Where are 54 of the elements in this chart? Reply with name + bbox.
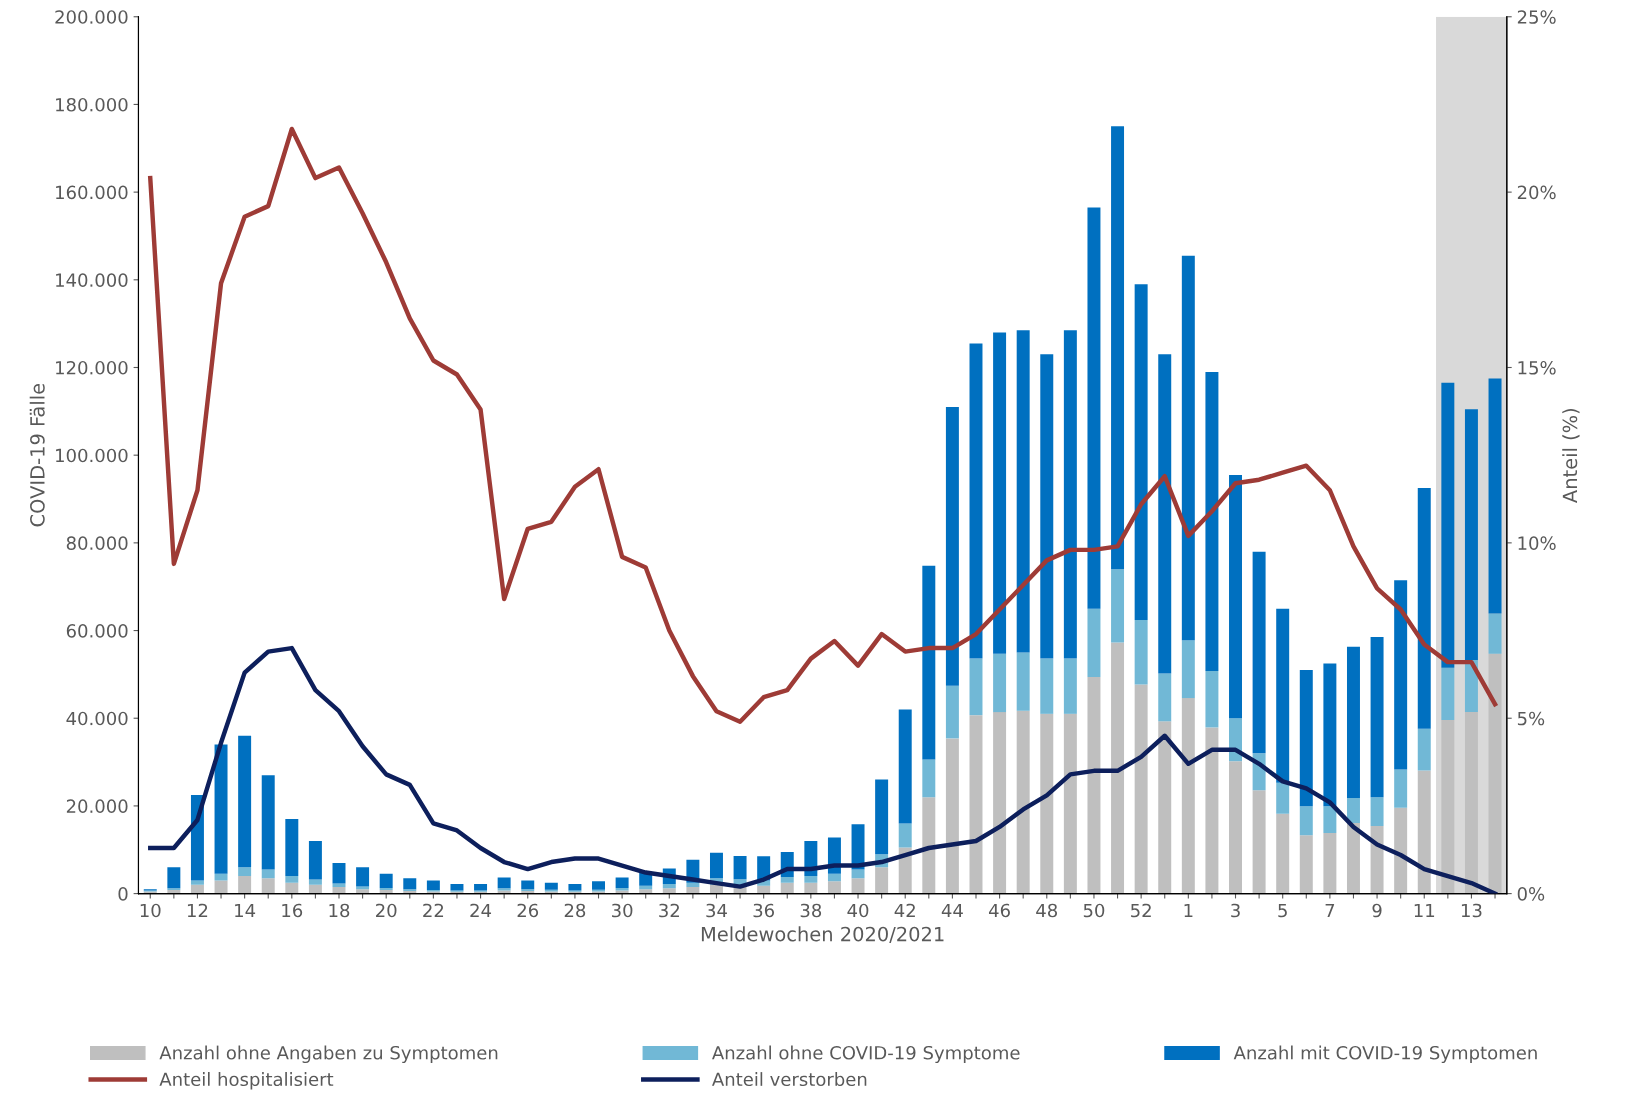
x-tick-label: 52 xyxy=(1131,903,1151,918)
x-tick-label: 5 xyxy=(1278,903,1287,918)
x-tick-label: 34 xyxy=(706,903,727,918)
y-tick-label: 80.000 xyxy=(66,536,128,550)
legend-label: Anteil verstorben xyxy=(712,1072,867,1087)
y2-tick-label: 0% xyxy=(1517,887,1545,901)
x-tick-label: 18 xyxy=(329,903,350,918)
y-tick-label: 200.000 xyxy=(55,10,128,24)
x-tick-label: 12 xyxy=(187,903,208,918)
x-axis-title: Meldewochen 2020/2021 xyxy=(701,926,944,943)
x-tick-label: 7 xyxy=(1325,903,1335,918)
x-tick-label: 38 xyxy=(800,903,822,918)
x-tick-label: 44 xyxy=(941,903,963,918)
x-tick-label: 13 xyxy=(1461,903,1482,918)
y-tick-label: 20.000 xyxy=(66,799,128,814)
y-tick-label: 140.000 xyxy=(56,273,128,287)
y-tick-label: 120.000 xyxy=(56,360,128,375)
legend-label: Anzahl ohne Angaben zu Symptomen xyxy=(159,1045,498,1064)
y-tick-label: 100.000 xyxy=(56,448,128,463)
y2-axis-title: Anteil (%) xyxy=(1562,408,1580,503)
x-tick-label: 42 xyxy=(894,903,915,918)
x-tick-label: 20 xyxy=(376,903,397,918)
x-tick-label: 11 xyxy=(1414,903,1435,918)
x-tick-label: 30 xyxy=(612,903,633,918)
x-tick-label: 14 xyxy=(235,903,256,918)
legend-label: Anteil hospitalisiert xyxy=(159,1072,334,1090)
x-tick-label: 32 xyxy=(659,903,679,918)
y2-tick-label: 25% xyxy=(1517,10,1556,24)
y-tick-label: 40.000 xyxy=(66,711,128,726)
y2-tick-label: 20% xyxy=(1517,185,1556,200)
y-tick-label: 180.000 xyxy=(56,97,128,112)
y-tick-label: 0 xyxy=(118,887,128,901)
x-tick-label: 16 xyxy=(282,903,303,918)
x-tick-label: 46 xyxy=(988,903,1010,918)
x-tick-label: 50 xyxy=(1083,903,1105,918)
y-tick-label: 60.000 xyxy=(66,624,128,638)
x-tick-label: 40 xyxy=(847,903,869,918)
x-tick-label: 10 xyxy=(140,903,161,918)
y2-tick-label: 5% xyxy=(1517,711,1545,726)
x-tick-label: 36 xyxy=(753,903,775,918)
x-tick-label: 48 xyxy=(1036,903,1058,918)
x-tick-label: 3 xyxy=(1231,903,1240,918)
legend-label: Anzahl ohne COVID-19 Symptome xyxy=(712,1045,1020,1064)
x-tick-label: 24 xyxy=(470,903,492,918)
x-tick-label: 28 xyxy=(564,903,586,918)
y-tick-label: 160.000 xyxy=(56,185,128,200)
x-tick-label: 26 xyxy=(517,903,539,918)
y2-tick-label: 10% xyxy=(1518,536,1556,550)
y-axis-title: COVID-19 Fälle xyxy=(29,383,45,527)
x-tick-label: 1 xyxy=(1184,903,1193,918)
y2-tick-label: 15% xyxy=(1518,360,1556,375)
x-tick-label: 9 xyxy=(1372,903,1382,918)
x-tick-label: 22 xyxy=(423,903,444,918)
legend-label: Anzahl mit COVID-19 Symptomen xyxy=(1233,1045,1537,1064)
